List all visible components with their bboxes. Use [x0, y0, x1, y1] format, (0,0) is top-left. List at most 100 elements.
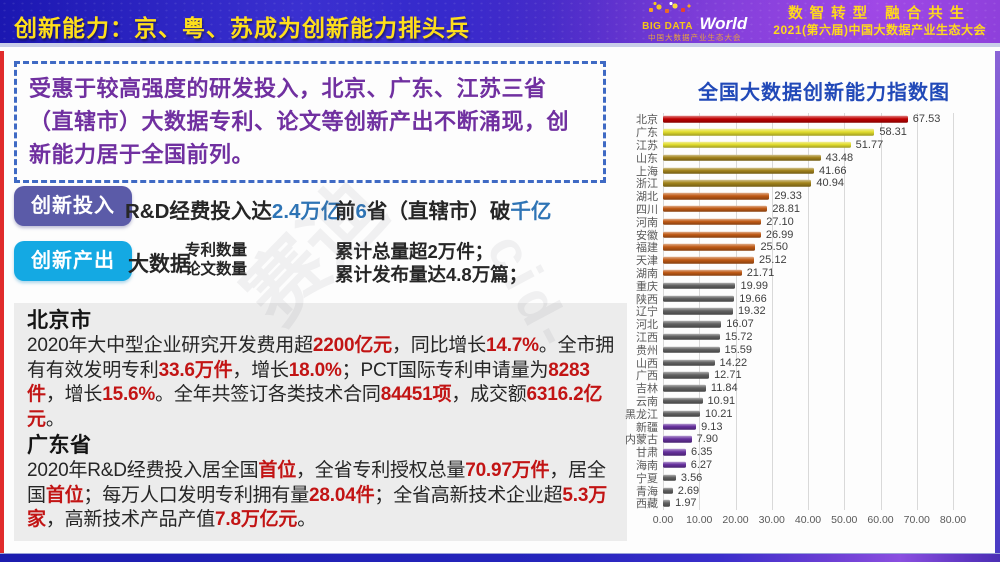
bar	[663, 333, 720, 341]
x-tick-label: 80.00	[939, 513, 967, 526]
bar-track: 29.33	[663, 190, 953, 203]
bar	[663, 192, 770, 200]
chart-bar-row: 浙江 40.94	[615, 177, 987, 190]
bar	[663, 141, 851, 149]
bar-track: 9.13	[663, 420, 953, 433]
province-label: 宁夏	[636, 472, 658, 485]
province-label: 江苏	[636, 140, 658, 152]
province-label: 陕西	[636, 293, 658, 306]
chart-bar-row: 内蒙古 7.90	[615, 433, 987, 446]
left-accent-strip	[0, 51, 4, 553]
x-tick-label: 70.00	[903, 513, 930, 526]
bar	[663, 410, 700, 417]
text-segment: ，高新技术产品产值	[45, 509, 216, 530]
chart-bar-row: 宁夏 3.56	[615, 471, 987, 485]
bar	[663, 295, 735, 302]
text-segment: 6316.2亿元	[27, 384, 603, 430]
text-segment: 2020年R&D经费投入居全国	[27, 460, 259, 481]
bar	[663, 308, 734, 315]
bar	[663, 397, 703, 405]
bar-value-label: 6.35	[691, 446, 713, 459]
text-segment: ；全省高新技术企业超	[374, 484, 563, 506]
logo-dots-icon	[644, 2, 695, 14]
logo-subtitle: 中国大数据产业生态大会	[647, 33, 742, 42]
summary-callout: 受惠于较高强度的研发投入，北京、广东、江苏三省（直辖市）大数据专利、论文等创新产…	[14, 61, 606, 183]
text-segment: ，成交额	[451, 384, 527, 405]
province-label: 四川	[636, 203, 658, 216]
bar-value-label: 14.22	[719, 356, 748, 369]
slogan-line1: 数智转型 融合共生	[788, 6, 972, 23]
output-results: 累计总量超2万件； 累计发布量达4.8万篇；	[335, 240, 527, 286]
chart-rows: 北京 67.53 广东 58.31 江苏 51.77 山东 43.48 上海 41.66 浙江 40.…	[615, 113, 987, 510]
bar-value-label: 58.31	[879, 126, 907, 139]
bar-track: 25.50	[663, 241, 953, 254]
chart-bar-row: 新疆 9.13	[615, 420, 987, 434]
x-tick-label: 10.00	[686, 513, 713, 526]
gridline	[880, 113, 882, 510]
bar-value-label: 10.21	[705, 407, 733, 420]
text-segment: 7.8万亿元	[215, 509, 298, 530]
chart-bar-row: 北京 67.53	[615, 113, 987, 126]
index-chart: 全国大数据创新能力指数图 北京 67.53 广东 58.31 江苏 51.77 山东 43.4…	[615, 76, 987, 528]
province-label: 浙江	[636, 178, 658, 191]
chart-bar-row: 湖南 21.71	[615, 267, 987, 280]
bar-value-label: 41.66	[819, 164, 847, 177]
bar-value-label: 12.71	[714, 369, 742, 382]
province-label: 海南	[636, 459, 658, 472]
bar	[663, 167, 815, 174]
x-tick-label: 20.00	[722, 513, 749, 526]
guangdong-paragraph: 2020年R&D经费投入居全国首位，全省专利授权总量70.97万件，居全国首位；…	[27, 459, 616, 533]
bar	[663, 180, 812, 187]
bar	[663, 116, 908, 123]
bar	[663, 448, 687, 456]
beijing-paragraph: 2020年大中型企业研究开发费用超2200亿元，同比增长14.7%。全市拥有有效…	[27, 334, 616, 432]
bar-track: 21.71	[663, 267, 953, 280]
province-label: 贵州	[636, 344, 658, 357]
province-label: 内蒙古	[625, 434, 658, 447]
bar-value-label: 2.69	[677, 484, 700, 497]
chart-bar-row: 海南 6.27	[615, 459, 987, 472]
province-label: 江西	[636, 331, 658, 344]
chart-bar-row: 江苏 51.77	[615, 139, 987, 152]
text-segment: ，增长	[232, 359, 289, 381]
text-segment: 84451项	[380, 384, 452, 405]
chart-bar-row: 贵州 15.59	[615, 343, 987, 357]
logo-bigdata-label: BIG DATA	[642, 21, 693, 32]
bar-value-label: 67.53	[912, 113, 941, 126]
bar-value-label: 6.27	[690, 458, 713, 471]
bar-value-label: 25.50	[760, 241, 788, 254]
bar-track: 19.99	[663, 279, 953, 292]
bar-track: 11.84	[663, 382, 953, 395]
text-segment: 首位	[45, 484, 84, 506]
bar	[663, 244, 756, 251]
province-label: 安徽	[636, 229, 658, 242]
chart-plot: 北京 67.53 广东 58.31 江苏 51.77 山东 43.48 上海 41.66 浙江 40.…	[615, 113, 987, 530]
bar	[663, 346, 720, 353]
bar	[663, 128, 875, 136]
chart-bar-row: 辽宁 19.32	[615, 305, 987, 318]
chart-bar-row: 吉林 11.84	[615, 382, 987, 395]
text-segment: 18.0%	[288, 359, 342, 381]
bar-track: 12.71	[663, 369, 953, 382]
text-segment: 2.4万亿	[271, 200, 342, 223]
chart-title: 全国大数据创新能力指数图	[698, 82, 950, 104]
bar-track: 15.59	[663, 343, 953, 356]
bar-track: 6.35	[663, 446, 953, 459]
bar-value-label: 27.10	[766, 215, 794, 228]
beijing-heading: 北京市	[27, 309, 92, 332]
text-segment: ，增长	[45, 384, 103, 405]
province-label: 辽宁	[636, 306, 658, 319]
bar	[663, 231, 761, 238]
province-label: 重庆	[636, 280, 658, 293]
province-details-panel: 北京市 2020年大中型企业研究开发费用超2200亿元，同比增长14.7%。全市…	[14, 303, 627, 541]
text-segment: ，全省专利授权总量	[296, 460, 466, 481]
bottom-accent-bar	[0, 553, 1000, 562]
x-tick-label: 50.00	[831, 513, 858, 526]
province-label: 天津	[636, 255, 658, 268]
x-tick-label: 30.00	[758, 513, 785, 526]
chart-bar-row: 上海 41.66	[615, 164, 987, 178]
innovation-input-badge: 创新投入	[14, 186, 132, 226]
chart-x-axis: 0.00 10.00 20.00 30.00 40.00 50.00 60.00 70.00 8…	[653, 513, 966, 530]
text-segment: 28.04件	[309, 484, 375, 506]
